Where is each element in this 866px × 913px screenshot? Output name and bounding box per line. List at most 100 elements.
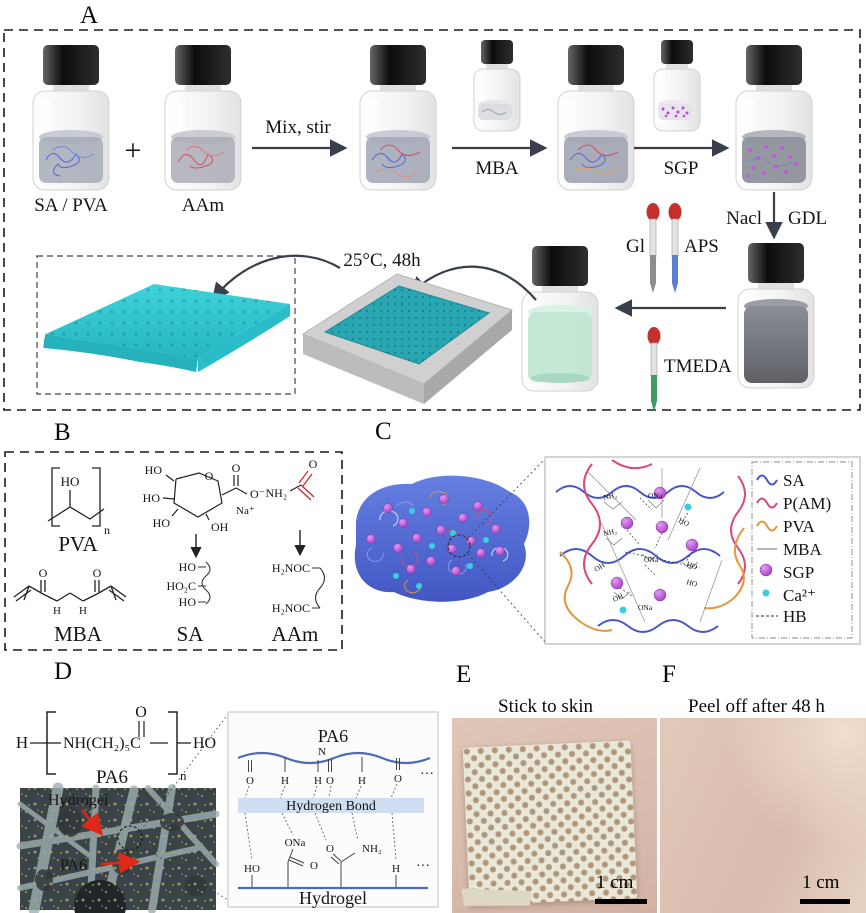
vial-pregel (521, 245, 599, 392)
aam-frag-bottom: H₂NOC (272, 601, 310, 615)
magnifier-line-top (467, 458, 546, 539)
mba-h1: H (53, 605, 61, 617)
vial-aam-label: AAm (182, 195, 224, 216)
micrograph-magnifier (117, 825, 143, 851)
mba-step-label: MBA (475, 158, 519, 179)
d-magnifier-line-top (140, 713, 229, 831)
hydrogel-sheet (43, 284, 290, 372)
network-sgp (610, 486, 699, 602)
svg-text:O: O (394, 773, 402, 785)
pva-structure (47, 467, 105, 527)
sa-na: Na⁺ (236, 505, 255, 517)
sa-fragment (198, 561, 211, 605)
legend-pam-swatch (756, 497, 778, 509)
panel-d-label: D (54, 658, 73, 685)
panel-f-caption: Peel off after 48 h (688, 696, 825, 717)
pa6-annotation: PA6 (60, 857, 87, 874)
legend-pam: P(AM) (783, 494, 831, 513)
mba-o2: O (93, 566, 102, 580)
demold-arrow (211, 254, 341, 301)
legend-sgp: SGP (783, 563, 814, 582)
pva-ho: HO (61, 474, 80, 489)
legend-sa: SA (783, 471, 805, 490)
svg-text:OH: OH (611, 591, 625, 604)
sa-ho1: HO (145, 463, 163, 477)
panel-b-label: B (54, 419, 71, 446)
legend-hb: HB (783, 607, 807, 626)
hydrogel-blob (354, 475, 530, 602)
svg-text:ONa: ONa (648, 491, 663, 500)
svg-text:HO: HO (244, 863, 260, 875)
panel-a-frame (3, 29, 861, 411)
vial-mixed-mba (557, 44, 635, 191)
svg-text:n: n (180, 768, 187, 783)
legend-sa-swatch (756, 474, 778, 486)
svg-text:O: O (326, 775, 334, 787)
gdl-label: GDL (788, 208, 827, 229)
dropper-gl (646, 203, 660, 293)
aam-o: O (309, 457, 318, 471)
svg-text:H: H (281, 775, 289, 787)
sa-frag-ho2c: HO₂C (166, 579, 196, 593)
scale-text-f: 1 cm (802, 872, 840, 893)
aps-label: APS (684, 236, 719, 257)
pour-arrow (409, 265, 537, 301)
svg-text:NH₂: NH₂ (362, 843, 382, 855)
tmeda-label: TMEDA (664, 356, 732, 377)
mix-label: Mix, stir (265, 117, 331, 138)
hydrogel-arrow (81, 809, 104, 837)
sa-frag-ho-bottom: HO (179, 595, 197, 609)
svg-text:ONa: ONa (644, 555, 659, 564)
svg-text:NH₂: NH₂ (603, 490, 618, 502)
network-calcium (619, 503, 692, 614)
panel-d: H NH(CH₂)₅C O n HO PA6 (16, 704, 439, 913)
svg-text:HO: HO (677, 516, 691, 529)
panel-a-scheme: SA / PVA + AAm Mix, stir (3, 29, 861, 412)
panel-b-structures: HO n PVA O O H H MBA (4, 451, 343, 651)
mold-tray (301, 273, 514, 404)
plus-sign: + (125, 134, 142, 167)
hydrogen-bond-label: Hydrogen Bond (286, 799, 376, 814)
svg-text:NH₂: NH₂ (603, 526, 618, 538)
panel-e-caption: Stick to skin (498, 696, 594, 717)
skin-photo-stick (452, 718, 657, 913)
diagram-hydrogel: Hydrogel (299, 888, 367, 908)
svg-text:HO: HO (685, 577, 698, 589)
aam-structure (289, 470, 315, 501)
svg-text:H: H (314, 775, 322, 787)
sa-frag-ho-top: HO (179, 560, 197, 574)
svg-text:O: O (246, 775, 254, 787)
aam-nh2: NH₂ (265, 486, 287, 500)
vial-aam (164, 44, 242, 191)
vial-sa-pva-label: SA / PVA (34, 195, 108, 216)
svg-text:O: O (310, 860, 318, 872)
svg-text:HO: HO (193, 735, 216, 752)
hydrogel-annotation: Hydrogel (48, 792, 109, 809)
network-labels: NH₂ ONa HO NH₂ ONa HO OH HO OH ONa (593, 490, 700, 612)
svg-text:···: ··· (420, 767, 434, 782)
hydrogen-bond-band (238, 798, 424, 813)
aam-frag-top: H₂NOC (272, 561, 310, 575)
sa-structure (162, 472, 248, 521)
vial-sa-pva (32, 44, 110, 191)
vial-mixed (359, 44, 437, 191)
scale-text-e: 1 cm (596, 872, 634, 893)
sa-ho2: HO (143, 491, 161, 505)
pa6-arrow (100, 852, 141, 874)
svg-text:NH(CH₂)₅C: NH(CH₂)₅C (63, 735, 141, 752)
svg-text:H: H (358, 775, 366, 787)
svg-text:···: ··· (416, 859, 430, 874)
svg-text:ONa: ONa (638, 603, 653, 612)
aam-name: AAm (272, 622, 319, 646)
panel-c-label: C (375, 418, 392, 445)
pva-name: PVA (58, 532, 98, 556)
sa-oh: OH (211, 520, 229, 534)
diagram-n: N (318, 746, 326, 758)
svg-text:O: O (135, 704, 147, 721)
sa-ho3: HO (153, 516, 171, 530)
svg-text:ONa: ONa (285, 837, 306, 849)
magnifier-circle (447, 534, 471, 558)
sheet-frame (36, 255, 296, 395)
legend-sgp-swatch (759, 563, 773, 577)
